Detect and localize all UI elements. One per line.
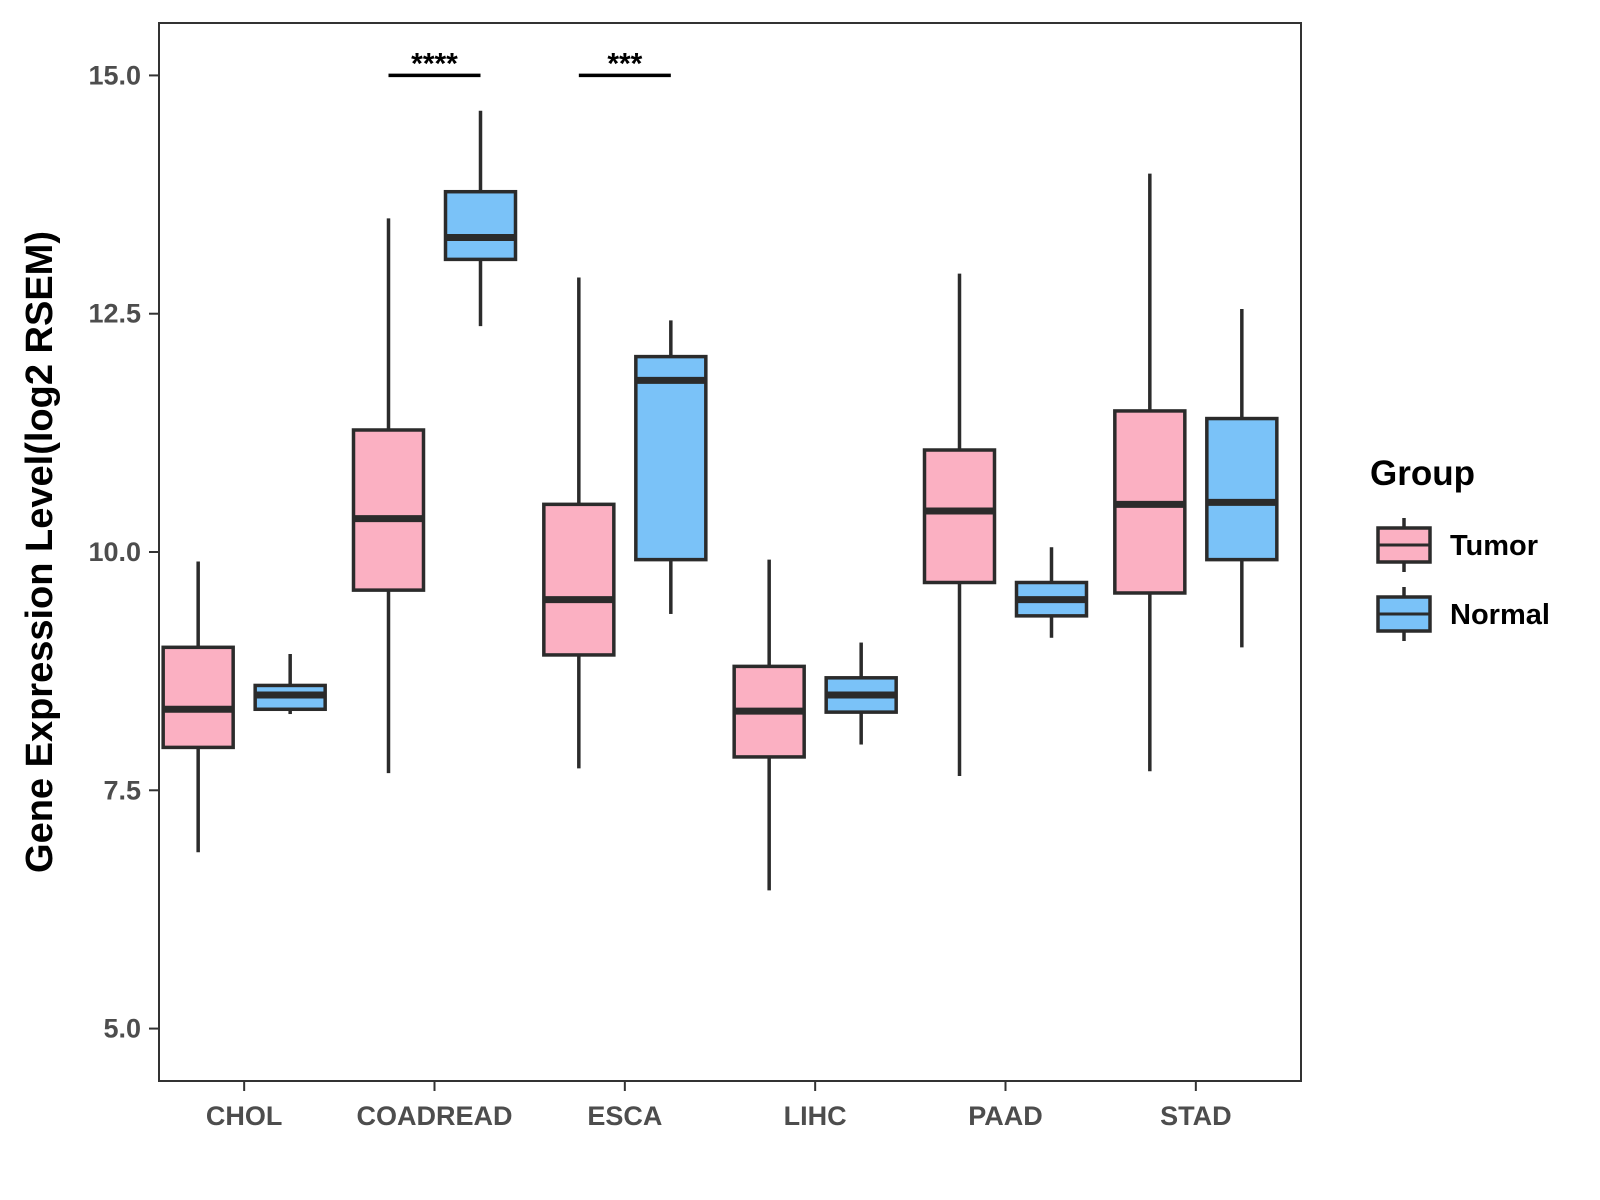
x-tick-label: COADREAD bbox=[356, 1101, 512, 1131]
x-axis: CHOL COADREAD ESCA LIHC PAAD STAD bbox=[206, 1081, 1232, 1131]
legend-label: Normal bbox=[1450, 599, 1550, 631]
box-body bbox=[161, 645, 235, 750]
legend-label: Tumor bbox=[1450, 530, 1538, 562]
box-normal-chol bbox=[253, 653, 327, 715]
significance-esca: *** bbox=[578, 47, 671, 80]
x-tick-label: LIHC bbox=[784, 1101, 847, 1131]
box-normal-esca bbox=[634, 320, 708, 614]
x-tick-label: ESCA bbox=[587, 1101, 662, 1131]
significance-label: *** bbox=[607, 47, 642, 80]
legend-item-tumor: Tumor bbox=[1376, 518, 1538, 572]
box-body bbox=[542, 502, 616, 657]
plot-area: **** *** bbox=[161, 47, 1279, 891]
box-body bbox=[634, 354, 708, 562]
y-axis-title: Gene Expression Level(log2 RSEM) bbox=[19, 231, 61, 873]
box-tumor-lihc bbox=[732, 559, 806, 891]
y-axis: 5.0 7.5 10.0 12.5 15.0 bbox=[88, 60, 159, 1044]
significance-label: **** bbox=[411, 47, 458, 80]
box-body bbox=[351, 428, 426, 592]
legend-item-normal: Normal bbox=[1376, 587, 1550, 641]
box-tumor-coadread bbox=[351, 218, 426, 774]
y-tick-label: 15.0 bbox=[88, 60, 141, 90]
y-tick-label: 7.5 bbox=[103, 775, 141, 805]
significance-coadread: **** bbox=[388, 47, 481, 80]
y-tick-label: 10.0 bbox=[88, 537, 141, 567]
box-body bbox=[1205, 416, 1279, 562]
box-body bbox=[922, 448, 997, 585]
box-tumor-chol bbox=[161, 561, 235, 853]
box-normal-paad bbox=[1014, 547, 1089, 638]
x-tick-label: CHOL bbox=[206, 1101, 283, 1131]
box-normal-lihc bbox=[824, 642, 898, 745]
box-normal-stad bbox=[1205, 308, 1279, 648]
x-tick-label: STAD bbox=[1160, 1101, 1232, 1131]
box-normal-coadread bbox=[443, 110, 518, 327]
box-body bbox=[443, 189, 518, 262]
box-tumor-stad bbox=[1113, 173, 1187, 772]
legend: Group Tumor Normal bbox=[1370, 454, 1550, 641]
x-tick-label: PAAD bbox=[968, 1101, 1043, 1131]
y-tick-label: 12.5 bbox=[88, 299, 141, 329]
box-tumor-esca bbox=[542, 277, 616, 769]
box-tumor-paad bbox=[922, 273, 997, 776]
legend-title: Group bbox=[1370, 454, 1475, 493]
y-tick-label: 5.0 bbox=[103, 1014, 141, 1044]
